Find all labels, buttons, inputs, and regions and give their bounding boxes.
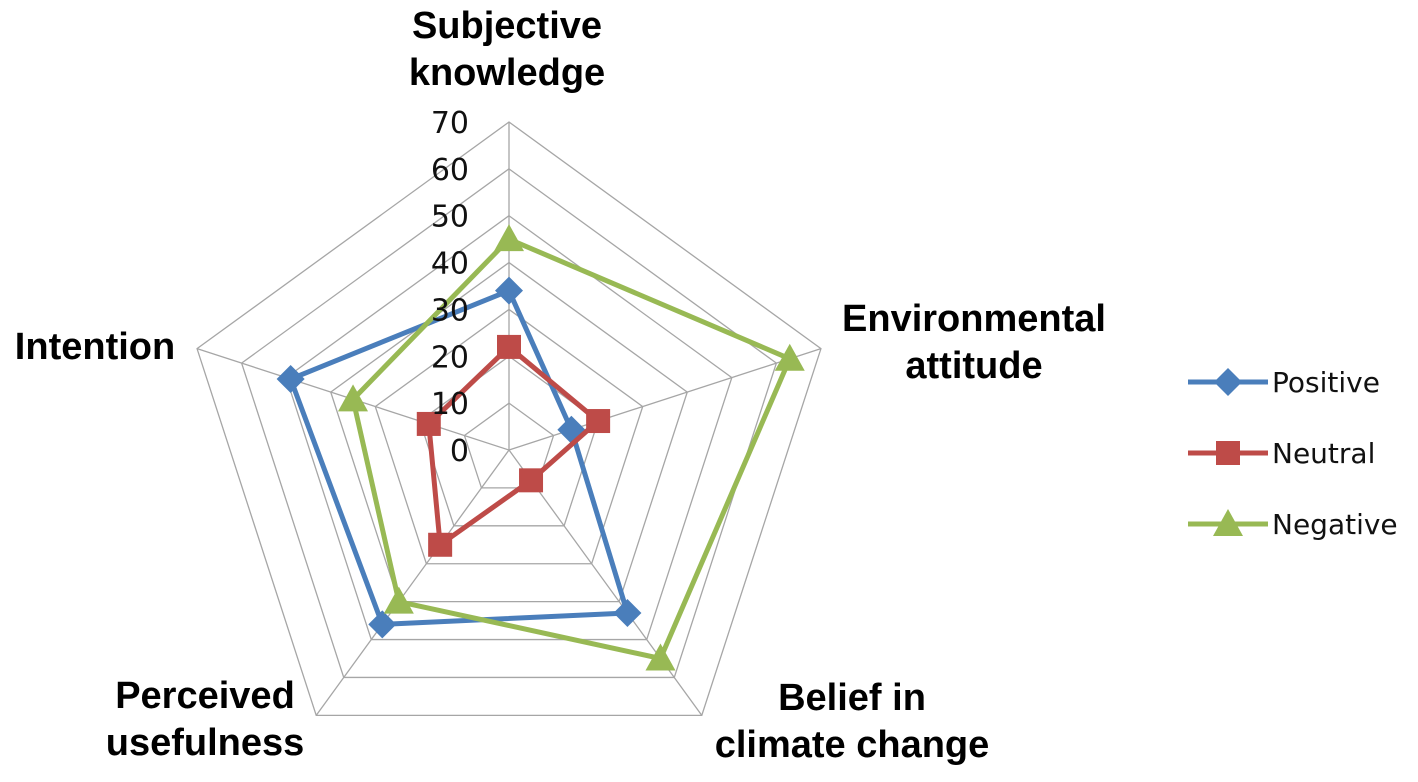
series-negative xyxy=(338,224,805,671)
point-neutral-perceived_usefulness xyxy=(428,532,453,557)
tick-label-60: 60 xyxy=(431,153,469,188)
point-negative-belief_in_climate_change xyxy=(645,643,676,671)
series-line-negative xyxy=(350,236,793,661)
point-positive-intention xyxy=(276,365,305,394)
legend-marker-negative xyxy=(1213,509,1243,536)
legend-label-positive: Positive xyxy=(1272,366,1380,399)
point-negative-subjective_knowledge xyxy=(494,224,524,252)
legend-item-neutral: Neutral xyxy=(1188,437,1375,470)
spoke-perceived_usefulness xyxy=(315,449,510,716)
series-line-neutral xyxy=(426,344,601,548)
point-positive-perceived_usefulness xyxy=(368,610,397,639)
axis-labels: Subjective knowledge Environmental attitude… xyxy=(15,5,1106,766)
tick-label-0: 0 xyxy=(450,434,469,469)
series-neutral xyxy=(416,334,611,557)
grid-ring-30 xyxy=(374,308,644,565)
point-neutral-intention xyxy=(416,411,441,436)
axis-label-belief_in_climate_change: Belief in climate change xyxy=(715,677,990,766)
series-line-positive xyxy=(288,288,630,627)
point-positive-environmental_attitude xyxy=(557,415,586,444)
tick-label-30: 30 xyxy=(431,293,469,328)
tick-label-40: 40 xyxy=(431,247,469,282)
tick-label-70: 70 xyxy=(431,106,469,141)
grid-ring-70 xyxy=(196,121,822,717)
point-positive-subjective_knowledge xyxy=(495,276,523,305)
legend-marker-neutral xyxy=(1216,441,1240,465)
radar-grid xyxy=(196,121,822,717)
axis-label-perceived_usefulness: Perceived usefulness xyxy=(106,675,305,764)
spoke-belief_in_climate_change xyxy=(508,449,703,716)
tick-label-20: 20 xyxy=(431,340,469,375)
axis-label-intention: Intention xyxy=(15,326,175,368)
tick-labels: 0 10 20 30 40 50 60 70 xyxy=(431,106,469,469)
tick-label-50: 50 xyxy=(431,200,469,235)
point-neutral-environmental_attitude xyxy=(586,409,611,434)
legend-item-negative: Negative xyxy=(1188,508,1398,541)
point-positive-belief_in_climate_change xyxy=(613,599,642,628)
grid-ring-10 xyxy=(463,402,555,489)
point-negative-environmental_attitude xyxy=(774,343,805,371)
point-negative-perceived_usefulness xyxy=(383,586,414,614)
series-positive xyxy=(276,276,642,639)
grid-ring-50 xyxy=(285,214,733,641)
axis-label-subjective_knowledge: Subjective knowledge xyxy=(409,5,605,94)
axis-label-environmental_attitude: Environmental attitude xyxy=(842,298,1106,387)
point-negative-intention xyxy=(338,384,369,412)
series-layer xyxy=(276,224,805,671)
legend-item-positive: Positive xyxy=(1188,366,1380,399)
point-neutral-belief_in_climate_change xyxy=(519,468,544,493)
legend-label-neutral: Neutral xyxy=(1272,437,1375,470)
point-neutral-subjective_knowledge xyxy=(497,334,521,359)
grid-ring-40 xyxy=(329,261,689,603)
legend-marker-positive xyxy=(1214,368,1242,396)
legend-label-negative: Negative xyxy=(1272,508,1398,541)
grid-ring-60 xyxy=(240,168,778,679)
legend: Positive Neutral Negative xyxy=(1188,366,1398,541)
tick-label-10: 10 xyxy=(431,387,469,422)
